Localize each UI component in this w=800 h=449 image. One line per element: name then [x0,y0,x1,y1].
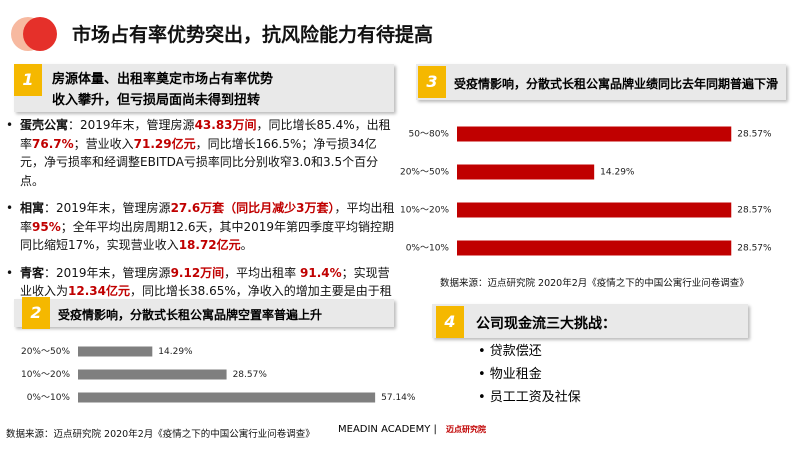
section2-box [14,299,394,327]
text-run: 91.4% [300,265,342,280]
category-label: 20%～50% [400,168,449,178]
text-run: 相寓 [20,201,45,215]
text-run: ；全年平均出房周期12.6天，其中2019年第四季度平均销控期同比缩短17%，实… [20,219,395,253]
text-run: ，平均出租率 [20,201,395,234]
list-item: • 员工工资及社保 [478,390,581,405]
text-run: ：2019年末，管理房源 [68,118,195,132]
text-run: 27.6万套（同比月减少3万套） [170,201,335,215]
text-run: ：2019年末，管理房源 [44,201,171,215]
bullet: 相寓：2019年末，管理房源27.6万套（同比月减少3万套），平均出租率95%；… [4,199,396,255]
bar [78,346,153,357]
value-label: 28.57% [737,206,772,216]
category-label: 0%～10% [27,393,71,403]
logo-circles [11,17,57,51]
bar [457,240,732,256]
bar [457,164,595,180]
text-run: 9.12万间 [170,265,225,280]
text-run: 71.29亿元 [133,136,196,151]
section1-box [14,64,394,112]
title: 市场占有率优势突出，抗风险能力有待提高 [72,24,434,46]
badge: 2 [22,297,50,329]
bar [78,369,227,380]
category-label: 10%～20% [400,206,449,216]
bar [78,392,376,403]
category-label: 0%～10% [406,244,450,254]
brand: MEADIN ACADEMY | [338,424,437,435]
text-run: ，同比增长85.4%，出租率 [20,118,391,151]
bar [457,202,732,218]
text-run: ；实现营业收入为 [20,265,390,299]
text-run: 。 [240,238,253,252]
list-item: • 贷款偿还 [478,344,542,359]
value-label: 14.29% [600,168,635,178]
value-label: 28.57% [737,130,772,140]
text-run: ，同比增长166.5%；净亏损34亿元，净亏损率和经调整EBITDA亏损率同比分… [20,136,379,188]
text-run: 43.83万间 [194,118,257,132]
text-run: ，平均出租率 [224,265,300,280]
badge: 3 [418,66,446,98]
items: • 贷款偿还 • 物业租金 • 员工工资及社保 [478,340,581,409]
value-label: 14.29% [158,347,193,357]
text-run: ；营业收入 [73,136,134,151]
text-run: 95% [32,219,61,234]
source: 数据来源：迈点研究院 2020年2月《疫情之下的中国公寓行业问卷调查》 [6,429,315,440]
section4-box [432,304,748,338]
value-label: 28.57% [233,370,268,380]
logo: 迈点研究院 [446,425,486,434]
source: 数据来源：迈点研究院 2020年2月《疫情之下的中国公寓行业问卷调查》 [440,278,749,289]
text-run: 蛋壳公寓 [20,118,69,132]
list-item: • 物业租金 [478,367,542,382]
value-label: 28.57% [737,244,772,254]
chart-title: 受疫情影响，分散式长租公寓品牌业绩同比去年同期普遍下滑 [454,77,779,91]
text-run: 18.72亿元 [178,238,241,252]
chart: 50～80% 28.57% 20%～50% 14.29% 10%～20% 28.57% 0%… [400,126,772,256]
line: 房源体量、出租率奠定市场占有率优势 [52,72,274,87]
badge: 4 [436,306,464,338]
bar [457,126,732,142]
value-label: 57.14% [381,393,416,403]
category-label: 20%～50% [21,347,70,357]
section4-title: 公司现金流三大挑战： [476,316,616,332]
chart-title: 受疫情影响，分散式长租公寓品牌空置率普遍上升 [58,308,323,322]
chart: 20%～50% 14.29% 10%～20% 28.57% 0%～10% 57.14% [21,346,416,403]
text-run: 12.34亿元 [68,284,130,298]
bullet: 蛋壳公寓：2019年末，管理房源43.83万间，同比增长85.4%，出租率76.… [4,116,396,190]
category-label: 10%～20% [21,370,70,380]
section1-heading: 房源体量、出租率奠定市场占有率优势 收入攀升，但亏损局面尚未得到扭转 [52,69,273,111]
bullets: 蛋壳公寓：2019年末，管理房源43.83万间，同比增长85.4%，出租率76.… [4,116,396,328]
section3-box [416,64,786,100]
badge: 1 [14,64,42,96]
category-label: 50～80% [409,130,450,140]
text-run: 76.7% [32,136,74,151]
line: 收入攀升，但亏损局面尚未得到扭转 [52,93,261,108]
text-run: 青客 [20,265,45,280]
text-run: ：2019年末，管理房源 [44,265,171,280]
